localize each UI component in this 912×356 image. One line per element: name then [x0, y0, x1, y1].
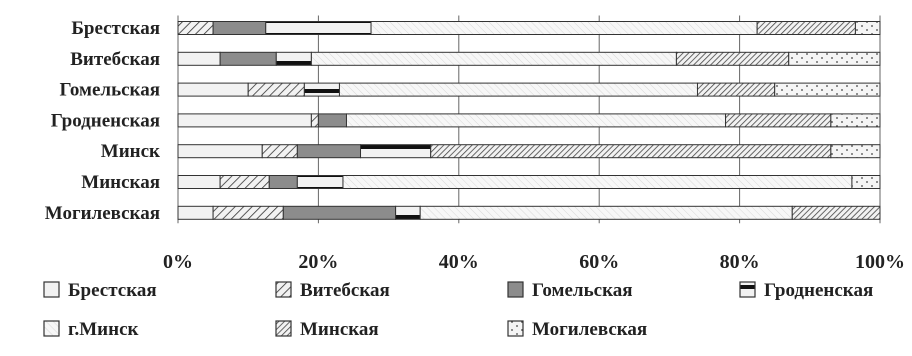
bar-segment [851, 175, 881, 189]
category-label: Гомельская [59, 80, 160, 101]
bar-segment [177, 144, 263, 159]
bar-segment [788, 51, 881, 66]
bar-segment [265, 21, 372, 35]
bar-segment [419, 205, 793, 220]
bar-segment [830, 113, 881, 128]
bar-segment [177, 51, 221, 66]
bar-segment [177, 175, 221, 189]
legend-swatch [739, 281, 756, 298]
category-label: Минск [101, 141, 160, 162]
bar-segment [696, 82, 776, 97]
legend-label: Минская [300, 319, 379, 340]
bar-segment [219, 51, 277, 66]
legend-item: г.Минск [43, 319, 138, 340]
bar-segment [430, 144, 832, 159]
legend-swatch [43, 320, 60, 337]
bar-segment [725, 113, 832, 128]
category-label: Брестская [71, 18, 160, 39]
bar-segment [342, 175, 853, 189]
x-tick-label: 40% [439, 251, 479, 273]
x-tick-label: 100% [855, 251, 905, 273]
bar-segment [370, 21, 758, 35]
legend-label: Гомельская [532, 280, 633, 301]
bar-segment [177, 21, 214, 35]
bar-segment [854, 21, 881, 35]
bar-segment [177, 205, 214, 220]
bar-segment [310, 113, 319, 128]
bar-segment [345, 113, 727, 128]
bar-segment [296, 144, 362, 159]
bar-segment [247, 82, 305, 97]
bar-segment [303, 82, 340, 97]
legend-swatch [507, 320, 524, 337]
bar-segment [275, 51, 312, 66]
legend: Брестская Витебская Гомельская Гродненская г… [43, 280, 873, 340]
bar-segment [317, 113, 347, 128]
category-label: Могилевская [45, 203, 160, 224]
x-axis: 0% 20% 40% 60% 80% 100% [163, 251, 905, 273]
legend-swatch [43, 281, 60, 298]
legend-item: Могилевская [507, 319, 647, 340]
bar-segment [212, 205, 284, 220]
x-tick-label: 20% [298, 251, 338, 273]
x-tick-label: 60% [579, 251, 619, 273]
legend-label: Витебская [300, 280, 390, 301]
legend-swatch [275, 281, 292, 298]
legend-item: Витебская [275, 280, 390, 301]
legend-item: Брестская [43, 280, 157, 301]
bar-segment [360, 144, 432, 159]
legend-item: Гомельская [507, 280, 633, 301]
legend-swatch [275, 320, 292, 337]
bar-segment [282, 205, 397, 220]
legend-label: Гродненская [764, 280, 873, 301]
bar-segment [756, 21, 856, 35]
bar-segment [268, 175, 298, 189]
bar-segment [395, 205, 421, 220]
bar-segment [219, 175, 270, 189]
legend-swatch [507, 281, 524, 298]
bars [177, 21, 881, 220]
bar-segment [774, 82, 881, 97]
legend-label: Брестская [68, 280, 157, 301]
category-label: Минская [81, 172, 160, 193]
legend-label: г.Минск [68, 319, 138, 340]
bar-segment [310, 51, 677, 66]
bar-segment [338, 82, 698, 97]
bar-segment [177, 82, 249, 97]
bar-segment [212, 21, 267, 35]
bar-segment [177, 113, 312, 128]
bar-segment [675, 51, 790, 66]
category-label: Гродненская [51, 110, 160, 131]
bar-segment [296, 175, 344, 189]
bar-segment [791, 205, 881, 220]
legend-item: Гродненская [739, 280, 873, 301]
x-tick-label: 0% [163, 251, 193, 273]
legend-item: Минская [275, 319, 379, 340]
category-labels: Брестская Витебская Гомельская Гродненская М… [45, 18, 160, 224]
bar-segment [261, 144, 298, 159]
legend-label: Могилевская [532, 319, 647, 340]
category-label: Витебская [70, 49, 160, 70]
bar-segment [830, 144, 881, 159]
x-tick-label: 80% [720, 251, 760, 273]
